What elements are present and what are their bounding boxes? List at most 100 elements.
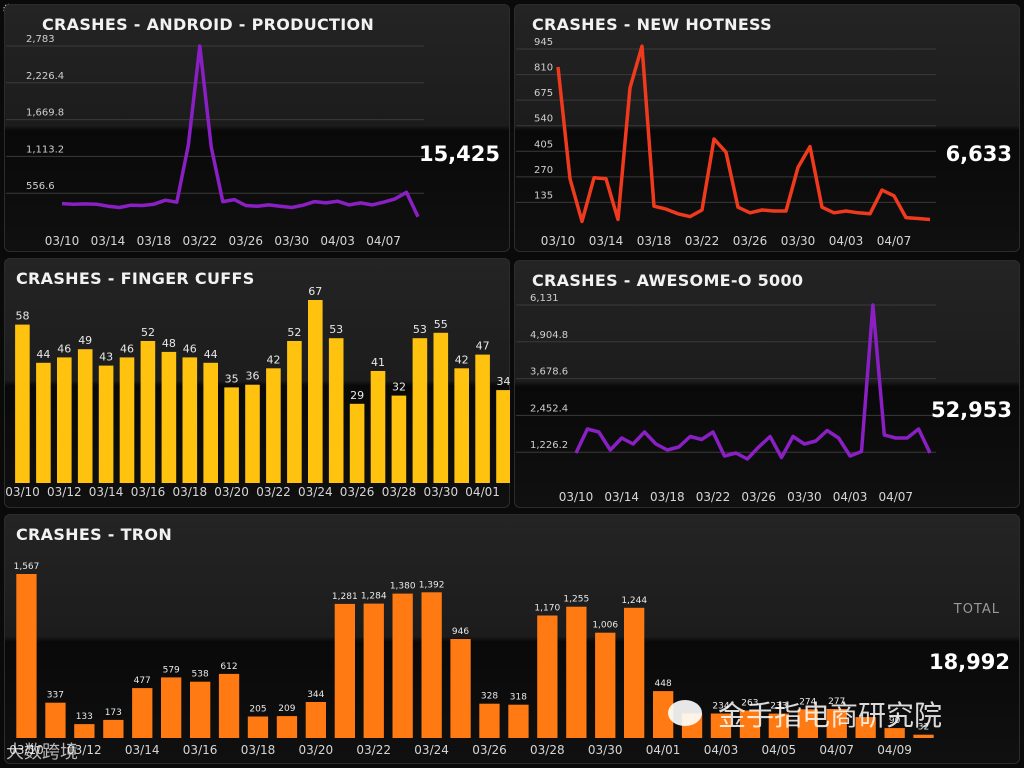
y-tick-label: 405 — [534, 139, 553, 150]
bar — [15, 324, 30, 483]
y-tick-label: 6,131 — [530, 293, 559, 304]
bar-value-label: 41 — [371, 356, 385, 369]
x-tick-label: 03/20 — [299, 743, 334, 757]
y-tick-label: 1,669.8 — [26, 108, 64, 119]
bar — [392, 593, 413, 738]
bar — [508, 704, 529, 738]
x-tick-label: 03/16 — [183, 743, 218, 757]
x-tick-label: 03/14 — [125, 743, 160, 757]
bar — [479, 703, 500, 738]
x-tick-label: 04/03 — [829, 234, 864, 248]
y-tick-label: 675 — [534, 88, 553, 99]
bar-value-label: 1,244 — [621, 596, 647, 606]
x-tick-label: 03/18 — [173, 485, 208, 499]
x-tick-label: 03/18 — [650, 490, 685, 504]
bar — [370, 371, 386, 483]
bar-value-label: 53 — [329, 323, 343, 336]
panel-title: CRASHES - TRON — [16, 525, 173, 544]
x-tick-label: 03/30 — [781, 234, 816, 248]
x-tick-label: 03/26 — [228, 234, 263, 248]
total-value: 6,633 — [945, 142, 1012, 166]
bar-value-label: 1,380 — [390, 582, 416, 592]
bar-value-label: 46 — [57, 342, 71, 355]
bar-value-label: 448 — [655, 679, 672, 689]
bar-value-label: 946 — [452, 627, 469, 637]
bar-value-label: 55 — [434, 318, 448, 331]
bar — [16, 574, 37, 738]
bar-value-label: 233 — [770, 702, 787, 712]
x-tick-label: 03/26 — [340, 485, 375, 499]
x-tick-label: 03/10 — [5, 485, 40, 499]
bar-value-label: 234 — [712, 702, 729, 712]
bar — [349, 403, 365, 483]
bar — [161, 351, 177, 483]
y-tick-label: 3,678.6 — [530, 367, 568, 378]
x-tick-label: 03/26 — [472, 743, 507, 757]
bar — [739, 710, 761, 738]
bar-value-label: 32 — [392, 381, 406, 394]
panel-awesome-o-5000: CRASHES - AWESOME-O 5000 1,226.2 2,452.4 3… — [514, 260, 1020, 508]
bar — [276, 716, 298, 738]
bar — [566, 606, 587, 738]
x-tick-label: 04/01 — [646, 743, 681, 757]
bar — [224, 387, 239, 483]
bar-value-label: 328 — [481, 692, 498, 702]
bar-value-label: 477 — [134, 676, 151, 686]
bar-value-label: 1,170 — [534, 604, 560, 614]
y-tick-label: 810 — [534, 63, 553, 74]
panel-title: CRASHES - ANDROID - PRODUCTION — [42, 15, 375, 34]
y-tick-label: 945 — [534, 37, 553, 48]
bar — [74, 724, 95, 738]
bar — [653, 691, 674, 738]
bar — [855, 717, 876, 738]
bar — [308, 300, 323, 483]
bar — [45, 702, 66, 738]
bar — [218, 673, 240, 738]
bar — [884, 728, 905, 738]
x-tick-label: 03/10 — [9, 743, 44, 757]
series-line — [556, 44, 931, 224]
bar — [450, 639, 471, 738]
x-tick-label: 04/03 — [320, 234, 355, 248]
bar-value-label: 1,284 — [361, 592, 387, 602]
y-tick-label: 4,904.8 — [530, 330, 568, 341]
bar-value-label: 1,255 — [563, 595, 589, 605]
bar — [103, 719, 124, 738]
wechat-icon — [668, 700, 702, 726]
bar-value-label: 209 — [278, 704, 295, 714]
panel-title: CRASHES - FINGER CUFFS — [16, 269, 255, 288]
y-tick-label: 2,452.4 — [530, 403, 568, 414]
bar-value-label: 36 — [246, 370, 260, 383]
series-line — [61, 44, 420, 218]
x-tick-label: 03/24 — [414, 743, 449, 757]
chart-android-production: 556.6 1,113.2 1,669.8 2,226.4 2,783 03/10 03/1… — [6, 34, 424, 248]
bar-value-label: 133 — [76, 712, 93, 722]
x-tick-label: 03/28 — [530, 743, 565, 757]
bar-value-label: 46 — [120, 342, 134, 355]
x-tick-label: 03/16 — [131, 485, 166, 499]
bar-value-label: 29 — [350, 389, 364, 402]
x-tick-label: 03/28 — [382, 485, 417, 499]
bar-value-label: 52 — [141, 326, 155, 339]
x-tick-label: 04/09 — [877, 743, 912, 757]
chart-tron: 1,567 337 133 173 477 579 538 612 205 209 344 1,281… — [9, 562, 934, 757]
panel-tron: CRASHES - TRON 1,567 337 133 173 477 579 538 61… — [4, 514, 1020, 764]
y-tick-label: 1,226.2 — [530, 440, 568, 451]
bar — [421, 592, 442, 738]
total-label: TOTAL — [953, 602, 1000, 617]
bar — [140, 341, 156, 483]
bar-value-label: 1,281 — [332, 592, 358, 602]
chart-finger-cuffs: 58 44 46 49 43 46 52 48 46 44 35 36 42 52 67 53 29 41 32 53… — [5, 285, 510, 499]
bar-value-label: 344 — [307, 690, 324, 700]
x-tick-label: 04/07 — [819, 743, 854, 757]
x-tick-label: 04/03 — [704, 743, 739, 757]
bar-value-label: 1,006 — [592, 621, 618, 631]
bar-value-label: 277 — [828, 697, 845, 707]
bar — [328, 338, 344, 483]
bar-value-label: 42 — [267, 353, 281, 366]
bar-value-label: 52 — [287, 326, 301, 339]
bar — [36, 362, 51, 483]
bar — [190, 681, 211, 738]
y-tick-label: 1,113.2 — [26, 144, 64, 155]
x-tick-label: 03/10 — [541, 234, 576, 248]
